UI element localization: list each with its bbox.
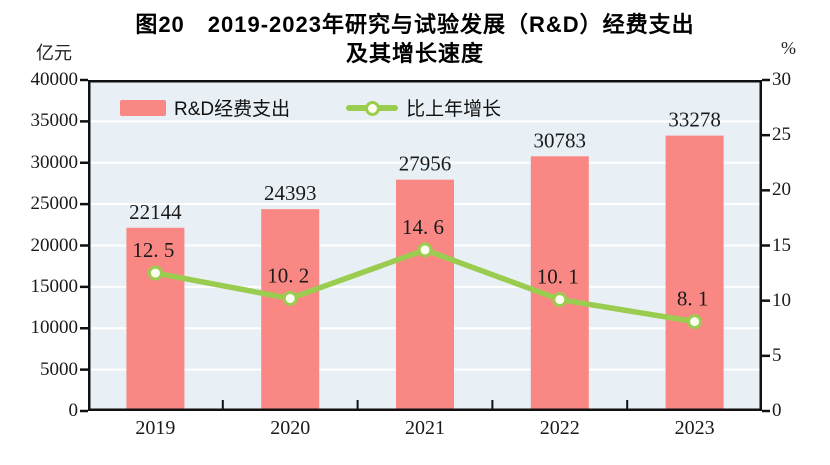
right-axis-tick-label: 5 xyxy=(772,344,782,366)
bar xyxy=(126,227,185,411)
left-axis-tick-label: 10000 xyxy=(30,317,79,339)
left-axis-unit: 亿元 xyxy=(36,43,72,63)
bar-value-label: 27956 xyxy=(399,152,452,176)
left-axis-tick-label: 0 xyxy=(68,400,79,421)
right-axis-unit: % xyxy=(781,38,796,58)
line-marker xyxy=(282,290,298,306)
bar xyxy=(396,179,454,411)
bar-series-swatch-icon xyxy=(120,99,166,116)
line-marker xyxy=(417,242,433,258)
legend-item-line-series: 比上年增长 xyxy=(346,94,501,121)
left-axis-tick-label: 5000 xyxy=(40,358,78,380)
left-axis-tick-label: 20000 xyxy=(30,234,79,256)
legend-label-bar-series: R&D经费支出 xyxy=(174,99,291,120)
x-axis-tick-label: 2020 xyxy=(270,417,311,439)
left-axis-tick-label: 30000 xyxy=(30,151,79,173)
growth-value-label: 12. 5 xyxy=(132,238,174,262)
right-axis-tick-label: 25 xyxy=(772,124,791,146)
left-axis-tick-label: 25000 xyxy=(30,193,79,215)
right-axis-tick-label: 10 xyxy=(772,289,791,311)
legend-label-line-series: 比上年增长 xyxy=(406,99,502,120)
line-series-swatch-icon xyxy=(346,100,399,116)
legend-item-bar-series: R&D经费支出 xyxy=(120,94,290,121)
x-axis-tick-label: 2023 xyxy=(674,417,715,439)
chart-canvas: 22144 24393 27956 30783 33278 12. 5 10. 2 14. 6… xyxy=(80,78,770,413)
line-marker xyxy=(687,314,703,330)
right-axis-tick-label: 0 xyxy=(772,400,782,421)
line-marker xyxy=(147,265,163,281)
line-marker xyxy=(552,292,568,308)
growth-value-label: 10. 2 xyxy=(267,263,309,287)
right-axis-tick-label: 15 xyxy=(772,234,791,256)
plot-area: 22144 24393 27956 30783 33278 12. 5 10. 2 14. 6… xyxy=(80,78,770,413)
bar xyxy=(261,209,320,411)
growth-value-label: 14. 6 xyxy=(402,215,444,239)
bar-value-label: 33278 xyxy=(668,108,721,132)
bar-value-label: 22144 xyxy=(129,200,182,224)
growth-value-label: 8. 1 xyxy=(677,287,709,311)
chart-title-line2: 及其增长速度 xyxy=(345,41,484,66)
left-axis-tick-label: 15000 xyxy=(30,275,79,297)
bar xyxy=(665,135,724,411)
x-axis-tick-label: 2019 xyxy=(135,417,176,439)
bar-value-label: 30783 xyxy=(534,128,587,152)
chart-title-line1: 图20 2019-2023年研究与试验发展（R&D）经费支出 xyxy=(135,12,695,37)
x-axis-tick-label: 2021 xyxy=(405,417,445,439)
right-axis-tick-label: 20 xyxy=(772,179,791,201)
x-axis-tick-label: 2022 xyxy=(539,417,580,439)
left-axis-tick-label: 35000 xyxy=(30,110,79,132)
growth-value-label: 10. 1 xyxy=(537,265,579,289)
legend: R&D经费支出 比上年增长 xyxy=(120,94,501,121)
left-axis-tick-label: 40000 xyxy=(30,69,79,90)
line-marker-icon xyxy=(365,100,381,116)
bar xyxy=(530,156,589,411)
plot-border xyxy=(88,80,762,411)
bar-value-label: 24393 xyxy=(264,181,317,205)
right-axis-tick-label: 30 xyxy=(772,69,791,90)
